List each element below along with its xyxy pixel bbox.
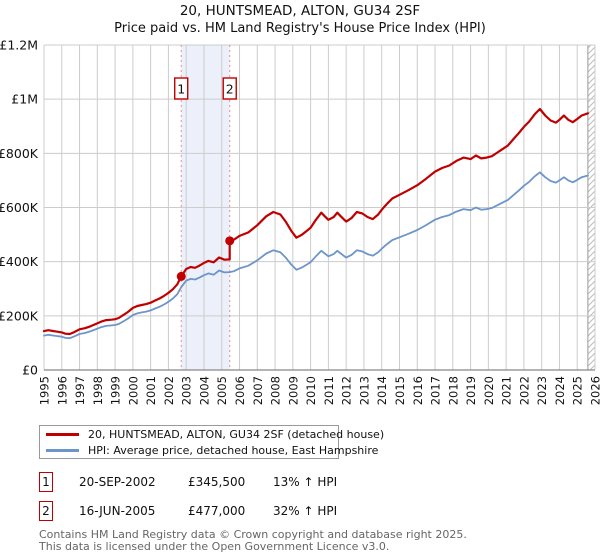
svg-text:1996: 1996: [55, 376, 69, 405]
transaction-1-date: 20-SEP-2002: [79, 475, 156, 489]
transaction-row-1: 1 20-SEP-2002 £345,500 13% ↑ HPI: [39, 472, 599, 492]
svg-text:2000: 2000: [126, 376, 140, 405]
svg-text:2018: 2018: [446, 376, 460, 405]
property-line-swatch-icon: [46, 432, 79, 436]
legend-property-label: 20, HUNTSMEAD, ALTON, GU34 2SF (detached…: [88, 427, 385, 441]
transaction-1-marker: 1: [39, 472, 53, 492]
legend-row-hpi: HPI: Average price, detached house, East…: [46, 444, 378, 457]
svg-text:£400K: £400K: [0, 254, 39, 269]
footer-line-2: This data is licensed under the Open Gov…: [39, 539, 390, 553]
svg-text:1998: 1998: [91, 376, 105, 405]
svg-text:2026: 2026: [589, 376, 600, 405]
svg-text:2023: 2023: [535, 376, 549, 405]
svg-text:1999: 1999: [109, 376, 123, 405]
hpi-line-swatch-icon: [46, 448, 79, 452]
copyright-footer: Contains HM Land Registry data © Crown c…: [39, 529, 467, 552]
svg-text:2009: 2009: [286, 376, 300, 405]
svg-text:2024: 2024: [553, 376, 567, 405]
price-chart: £0 £200K £400K £600K £800K £1M £1.2M 1995 1996 19…: [0, 38, 600, 406]
svg-text:2012: 2012: [340, 376, 354, 405]
transaction-1-vs-hpi: 13% ↑ HPI: [273, 475, 338, 489]
svg-text:£0: £0: [22, 363, 38, 378]
transaction-row-2: 2 16-JUN-2005 £477,000 32% ↑ HPI: [39, 501, 599, 521]
svg-text:2001: 2001: [144, 376, 158, 405]
legend-hpi-label: HPI: Average price, detached house, East…: [88, 443, 379, 457]
svg-text:£600K: £600K: [0, 200, 39, 215]
svg-text:2010: 2010: [304, 376, 318, 405]
legend: 20, HUNTSMEAD, ALTON, GU34 2SF (detached…: [39, 425, 384, 459]
svg-text:2017: 2017: [429, 376, 443, 405]
svg-text:£200K: £200K: [0, 308, 39, 323]
transaction-2-vs-hpi: 32% ↑ HPI: [273, 504, 338, 518]
svg-text:2021: 2021: [500, 376, 514, 405]
svg-text:2007: 2007: [251, 376, 265, 405]
svg-text:2002: 2002: [162, 376, 176, 405]
svg-text:2: 2: [226, 82, 234, 97]
legend-row-property: 20, HUNTSMEAD, ALTON, GU34 2SF (detached…: [46, 428, 384, 441]
svg-text:2005: 2005: [215, 376, 229, 405]
svg-text:2020: 2020: [482, 376, 496, 405]
svg-text:2004: 2004: [197, 376, 211, 405]
svg-text:2014: 2014: [375, 376, 389, 405]
transaction-2-date: 16-JUN-2005: [79, 504, 156, 518]
svg-text:2019: 2019: [464, 376, 478, 405]
svg-text:2008: 2008: [269, 376, 283, 405]
svg-text:2006: 2006: [233, 376, 247, 405]
page-title: 20, HUNTSMEAD, ALTON, GU34 2SF: [179, 3, 421, 19]
svg-text:£800K: £800K: [0, 146, 39, 161]
svg-text:1995: 1995: [38, 376, 52, 405]
transaction-2-price: £477,000: [188, 504, 246, 518]
svg-text:2015: 2015: [393, 376, 407, 405]
svg-text:2013: 2013: [357, 376, 371, 405]
svg-text:1: 1: [177, 82, 185, 97]
footer-line-1: Contains HM Land Registry data © Crown c…: [39, 528, 467, 541]
svg-text:2022: 2022: [517, 376, 531, 405]
svg-text:£1M: £1M: [11, 92, 38, 107]
svg-text:2025: 2025: [571, 376, 585, 405]
svg-text:2011: 2011: [322, 376, 336, 405]
page-subtitle: Price paid vs. HM Land Registry's House …: [114, 21, 486, 36]
svg-text:2016: 2016: [411, 376, 425, 405]
transaction-1-price: £345,500: [188, 475, 246, 489]
svg-text:2003: 2003: [180, 376, 194, 405]
svg-text:1997: 1997: [73, 376, 87, 405]
svg-text:£1.2M: £1.2M: [0, 38, 38, 53]
transaction-2-marker: 2: [39, 501, 53, 521]
